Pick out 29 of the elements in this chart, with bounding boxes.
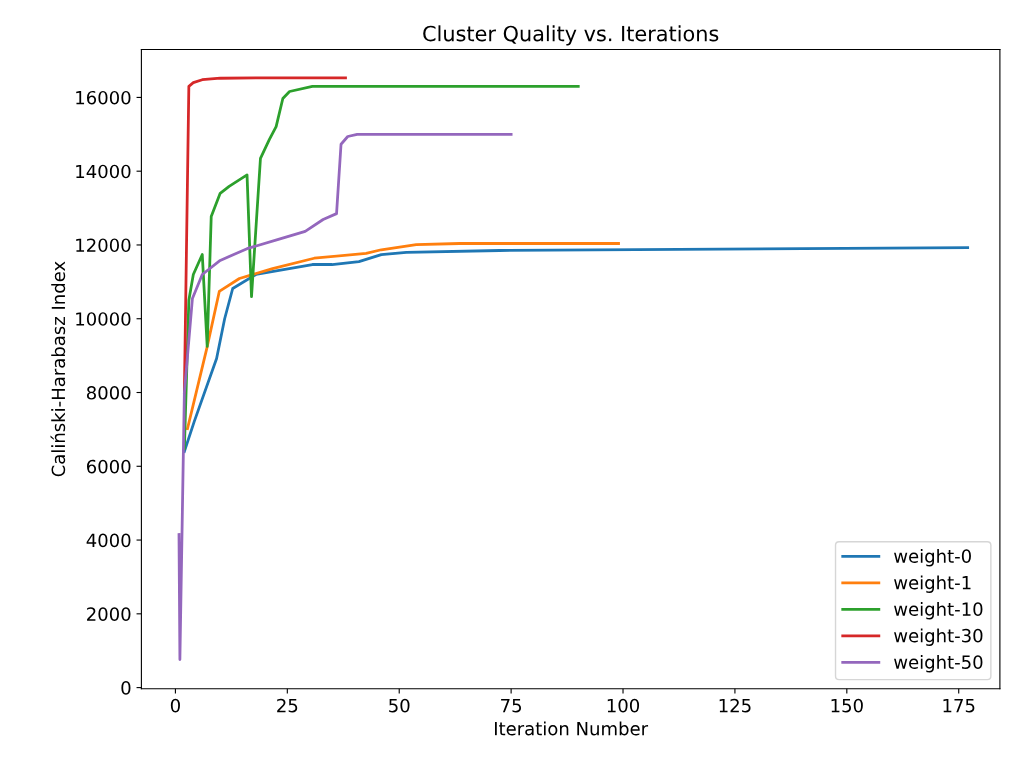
- y-tick-label: 4000: [86, 533, 131, 548]
- x-tick-label: 150: [831, 698, 863, 713]
- y-tick-label: 12000: [76, 238, 131, 253]
- x-tick-label: 50: [389, 698, 410, 713]
- line-series: [182, 84, 580, 450]
- legend-label: weight-10: [894, 601, 983, 620]
- x-tick-label: 125: [719, 698, 751, 713]
- y-axis-title: Caliński-Harabasz Index: [50, 261, 66, 477]
- y-tick-label: 0: [121, 681, 131, 695]
- x-tick-label: 75: [501, 698, 522, 713]
- x-tick-label: 0: [170, 698, 180, 713]
- x-tick-label: 175: [943, 698, 975, 713]
- line-series: [182, 246, 970, 453]
- y-tick-label: 2000: [87, 607, 131, 621]
- x-tick-label: 25: [277, 698, 298, 713]
- x-axis-title: Iteration Number: [494, 721, 649, 736]
- y-tick-label: 16000: [76, 90, 131, 105]
- y-tick-label: 14000: [76, 164, 131, 179]
- line-series: [177, 132, 513, 661]
- line-series: [186, 242, 620, 431]
- chart-title: Cluster Quality vs. Iterations: [423, 25, 719, 46]
- y-tick-label: 10000: [76, 312, 131, 326]
- legend-label: weight-30: [894, 628, 983, 646]
- legend-label: weight-50: [894, 654, 983, 673]
- x-tick-label: 100: [607, 698, 640, 713]
- legend-label: weight-1: [894, 575, 971, 593]
- y-tick-label: 8000: [86, 385, 131, 400]
- y-tick-label: 6000: [86, 459, 131, 474]
- legend-label: weight-0: [894, 548, 971, 567]
